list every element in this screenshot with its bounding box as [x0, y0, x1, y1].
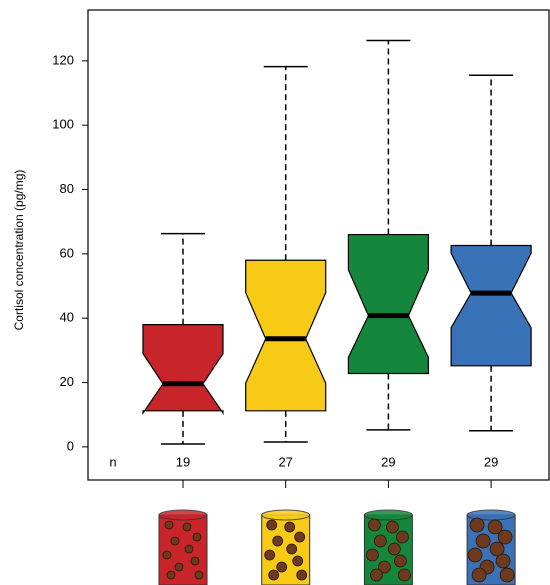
y-tick-label: 60	[60, 245, 74, 260]
y-tick-label: 120	[52, 52, 74, 67]
icon-dot	[190, 556, 200, 566]
plot-frame	[87, 9, 550, 481]
icon-dot	[164, 520, 174, 530]
icon-dot	[495, 553, 511, 569]
y-axis-label: Cortisol concentration (pg/mg)	[12, 170, 26, 331]
icon-dot	[276, 561, 288, 573]
n-value: 19	[176, 454, 190, 469]
box	[245, 259, 327, 412]
icon-dot	[182, 522, 192, 532]
icon-dot	[272, 535, 284, 547]
icon-dot	[166, 570, 176, 580]
box	[450, 244, 532, 367]
icon-dot	[184, 544, 194, 554]
icon-dot	[365, 548, 379, 562]
icon-dot	[395, 530, 409, 544]
icon-dot	[467, 547, 483, 563]
icon-dot	[292, 555, 304, 567]
icon-dot	[294, 531, 306, 543]
n-value: 27	[278, 454, 292, 469]
y-tick-label: 20	[60, 374, 74, 389]
y-tick-label: 0	[67, 438, 74, 453]
icon-dot	[499, 567, 515, 583]
icon-top	[261, 509, 311, 521]
icon-dot	[264, 549, 276, 561]
icon-dot	[469, 517, 485, 533]
icon-top	[466, 509, 516, 521]
icon-dot	[286, 543, 298, 555]
icon-dot	[268, 569, 280, 581]
icon-dot	[377, 560, 391, 574]
icon-dot	[284, 521, 296, 533]
icon-dot	[487, 519, 503, 535]
icon-dot	[192, 532, 202, 542]
icon-dot	[397, 568, 411, 582]
y-tick-label: 40	[60, 310, 74, 325]
n-label: n	[109, 454, 116, 469]
icon-dot	[194, 570, 204, 580]
box	[142, 324, 224, 416]
icon-dot	[475, 533, 491, 549]
n-value: 29	[484, 454, 498, 469]
icon-dot	[489, 541, 505, 557]
icon-dot	[162, 550, 172, 560]
icon-dot	[471, 567, 487, 583]
icon-dot	[367, 518, 381, 532]
y-tick-label: 100	[52, 117, 74, 132]
icon-dot	[266, 519, 278, 531]
icon-top	[158, 509, 208, 521]
icon-dot	[170, 536, 180, 546]
icon-dot	[497, 529, 513, 545]
icon-dot	[369, 568, 383, 582]
icon-dot	[296, 569, 308, 581]
icon-dot	[387, 542, 401, 556]
n-value: 29	[381, 454, 395, 469]
icon-dot	[373, 534, 387, 548]
icon-dot	[385, 520, 399, 534]
icon-dot	[393, 554, 407, 568]
icon-dot	[174, 562, 184, 572]
icon-top	[363, 509, 413, 521]
box	[347, 233, 429, 375]
y-tick-label: 80	[60, 181, 74, 196]
